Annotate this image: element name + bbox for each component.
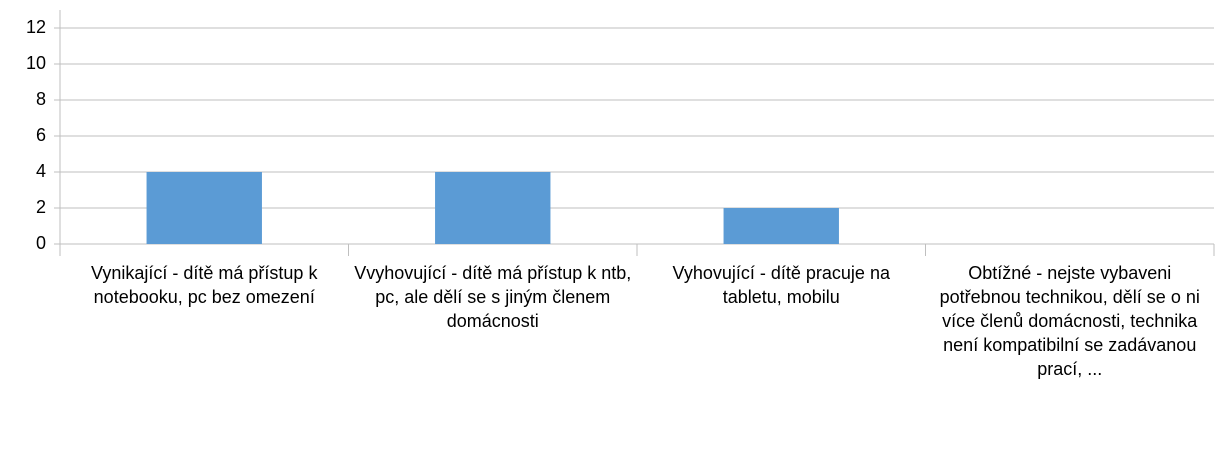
y-tick-label: 2 — [36, 197, 46, 217]
x-tick-label: Vynikající - dítě má přístup k notebooku… — [91, 263, 318, 307]
y-tick-label: 0 — [36, 233, 46, 253]
y-tick-label: 6 — [36, 125, 46, 145]
y-tick-label: 12 — [26, 17, 46, 37]
x-tick-label: Vvyhovující - dítě má přístup k ntb, pc,… — [354, 263, 632, 331]
bar — [435, 172, 551, 244]
bar — [723, 208, 839, 244]
y-tick-label: 8 — [36, 89, 46, 109]
y-tick-label: 10 — [26, 53, 46, 73]
y-tick-label: 4 — [36, 161, 46, 181]
x-tick-label: Obtížné - nejste vybaveni potřebnou tech… — [939, 263, 1200, 379]
bar — [146, 172, 262, 244]
x-tick-label: Vyhovující - dítě pracuje na tabletu, mo… — [672, 263, 890, 307]
